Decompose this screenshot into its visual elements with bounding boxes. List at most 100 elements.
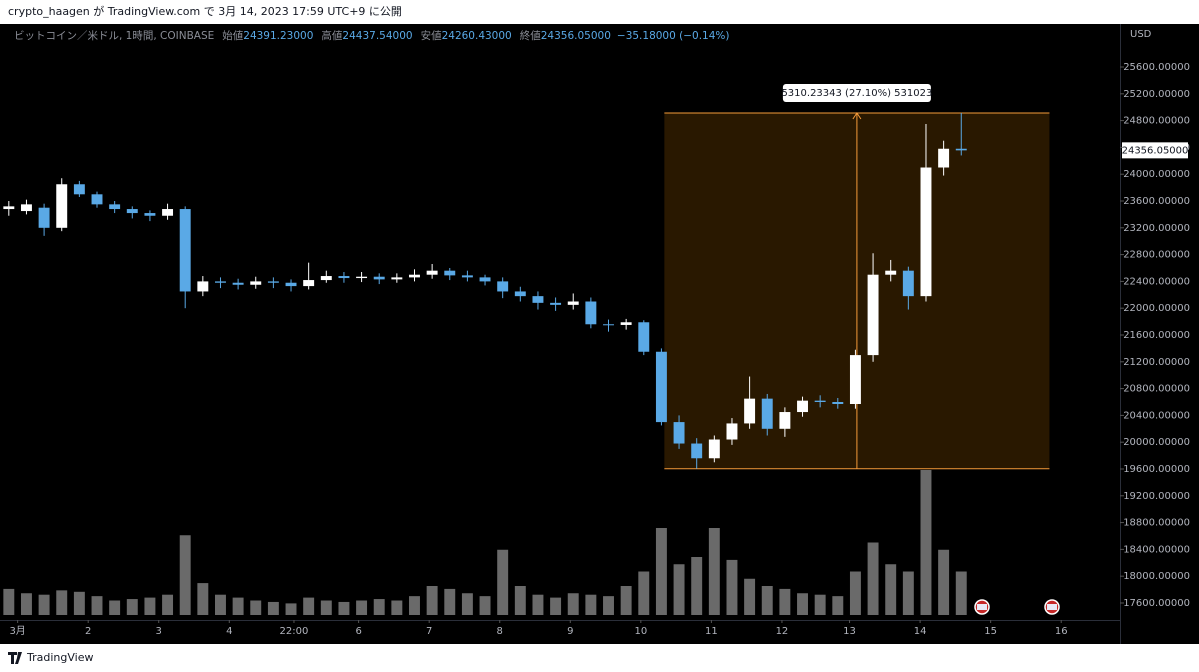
- candle-body: [91, 194, 103, 205]
- legend-value: 24437.54000: [342, 30, 412, 42]
- volume-bar: [179, 535, 191, 615]
- x-tick-label: 9: [567, 626, 573, 637]
- candle-body: [779, 412, 791, 429]
- volume-bar: [461, 593, 473, 615]
- volume-bar: [885, 564, 897, 615]
- candle-body: [444, 270, 456, 276]
- candle-body: [514, 291, 526, 297]
- volume-bar: [320, 600, 332, 615]
- candle-body: [356, 276, 368, 279]
- volume-bar: [550, 597, 562, 615]
- plot: 5310.23343 (27.10%) 531023: [3, 83, 1050, 615]
- volume-bar: [691, 557, 703, 615]
- legend-key: 安値: [421, 29, 442, 42]
- event-flags: [974, 599, 1060, 615]
- flag-icon-inner: [1047, 604, 1057, 610]
- volume-bar: [373, 599, 385, 615]
- candle-body: [620, 322, 632, 325]
- volume-bar: [3, 588, 15, 615]
- x-tick-label: 22:00: [280, 626, 309, 637]
- volume-bar: [779, 588, 791, 615]
- candle-body: [920, 167, 932, 297]
- candle-body: [20, 204, 32, 212]
- x-tick-label: 8: [497, 626, 503, 637]
- candle-body: [567, 301, 579, 305]
- volume-bar: [267, 601, 279, 615]
- y-tick-label: 24000.00000: [1123, 169, 1190, 180]
- candle-body: [267, 281, 279, 283]
- y-tick-label: 22400.00000: [1123, 276, 1190, 287]
- volume-bar: [920, 470, 932, 615]
- measure-label-box: [782, 83, 931, 102]
- volume-bar: [849, 571, 861, 615]
- candle-body: [867, 274, 879, 356]
- x-tick-label: 13: [843, 626, 856, 637]
- candle-body: [902, 270, 914, 297]
- x-tick-label: 15: [984, 626, 997, 637]
- y-tick-label: 20000.00000: [1123, 437, 1190, 448]
- volume-bar: [144, 597, 156, 615]
- volume-bar: [338, 601, 350, 615]
- volume-bar: [197, 583, 209, 615]
- measure-arrow-head: [852, 112, 862, 120]
- ohlc-legend: ビットコイン／米ドル, 1時間, COINBASE 始値24391.23000 高値…: [14, 29, 729, 42]
- volume-bar: [38, 594, 50, 615]
- volume-bar: [162, 594, 174, 615]
- volume-bar: [585, 594, 597, 615]
- volume-bar: [832, 596, 844, 615]
- candle-body: [744, 398, 756, 424]
- candle-body: [409, 274, 420, 278]
- brand-logo: [8, 652, 22, 664]
- volume-bar: [655, 528, 667, 615]
- candle-body: [638, 322, 650, 352]
- volume-bar: [673, 564, 685, 615]
- candle-body: [532, 296, 544, 303]
- candle-body: [849, 355, 861, 405]
- candle-body: [585, 301, 597, 325]
- measure-label: 5310.23343 (27.10%) 531023: [781, 88, 932, 99]
- x-tick-label: 3月: [9, 625, 25, 637]
- legend-change: −35.18000 (−0.14%): [617, 30, 730, 42]
- header: crypto_haagen が TradingView.com で 3月 14,…: [8, 4, 402, 18]
- candle-body: [761, 398, 773, 429]
- x-tick-label: 6: [355, 626, 361, 637]
- candle-body: [938, 148, 950, 168]
- volume-bar: [532, 594, 544, 615]
- last-price-label: 24356.05000: [1122, 145, 1189, 156]
- candle-body: [797, 400, 808, 413]
- candle-body: [144, 213, 156, 216]
- x-tick-label: 7: [426, 626, 432, 637]
- y-tick-label: 17600.00000: [1123, 598, 1190, 609]
- axis-unit: USD: [1130, 29, 1152, 40]
- candle-body: [320, 276, 332, 281]
- candle-body: [391, 277, 403, 280]
- chart-background: [0, 24, 1199, 644]
- volume-bar: [215, 594, 226, 615]
- volume-bar: [250, 600, 262, 615]
- y-tick-label: 22000.00000: [1123, 303, 1190, 314]
- candle-body: [955, 148, 967, 151]
- volume-bar: [426, 586, 438, 615]
- candle-body: [461, 275, 473, 278]
- volume-bar: [603, 596, 614, 615]
- candle-body: [373, 276, 385, 280]
- volume-bar: [91, 596, 103, 615]
- y-tick-label: 21200.00000: [1123, 357, 1190, 368]
- y-tick-label: 19200.00000: [1123, 491, 1190, 502]
- candle-body: [197, 281, 209, 292]
- volume-bar: [109, 600, 121, 615]
- candle-body: [250, 281, 262, 285]
- candle-body: [479, 277, 491, 282]
- volume-bar: [356, 600, 368, 615]
- volume-bar: [479, 596, 491, 615]
- candle-body: [215, 281, 226, 283]
- volume-bar: [73, 591, 85, 615]
- candle-body: [338, 276, 350, 279]
- candle-body: [3, 206, 15, 210]
- volume-bar: [497, 549, 509, 615]
- y-tick-label: 25200.00000: [1123, 89, 1190, 100]
- volume-bar: [708, 528, 720, 615]
- legend-value: 24260.43000: [442, 30, 512, 42]
- x-tick-label: 4: [226, 626, 232, 637]
